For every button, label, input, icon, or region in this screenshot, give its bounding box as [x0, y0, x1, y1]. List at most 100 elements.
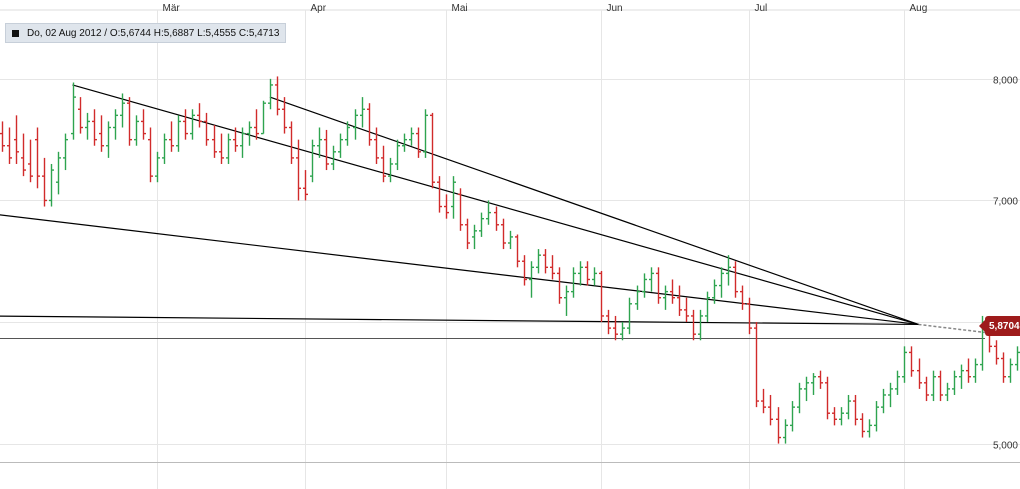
ohlc-bar — [275, 76, 280, 116]
ohlc-bar — [367, 103, 372, 146]
ohlc-bar — [7, 127, 12, 164]
ohlc-bar — [529, 261, 534, 298]
ohlc-bar — [85, 112, 90, 140]
ohlc-bar — [938, 370, 943, 402]
ohlc-bar — [719, 267, 724, 298]
ohlc-bar — [374, 127, 379, 164]
ohlc-bar — [536, 249, 541, 274]
ohlc-bar — [726, 255, 731, 286]
ohlc-bar — [909, 346, 914, 377]
trendline — [269, 96, 919, 326]
ohlc-bar — [345, 121, 350, 146]
ohlc-bar — [917, 358, 922, 389]
ohlc-bar — [430, 112, 435, 189]
ohlc-bar — [56, 151, 61, 195]
ohlc-bar — [754, 322, 759, 408]
ohlc-bar — [790, 401, 795, 432]
ohlc-bar — [317, 127, 322, 158]
ohlc-bar — [233, 127, 238, 152]
ohlc-bar — [888, 382, 893, 408]
ohlc-bar — [388, 157, 393, 183]
ohlc-bars — [0, 76, 1020, 444]
ohlc-bar — [148, 127, 153, 183]
ohlc-bar — [1008, 358, 1013, 383]
ohlc-bar — [902, 346, 907, 383]
ohlc-bar — [42, 157, 47, 207]
ohlc-bar — [684, 297, 689, 323]
ohlc-bar — [881, 388, 886, 414]
ohlc-bar — [860, 413, 865, 438]
legend-square-icon — [12, 29, 19, 37]
ohlc-bar — [360, 97, 365, 128]
trendline — [0, 214, 919, 326]
ohlc-bar — [303, 170, 308, 201]
ohlc-bar — [289, 121, 294, 164]
ohlc-bar — [141, 109, 146, 140]
ohlc-bar — [571, 267, 576, 298]
ohlc-bar — [268, 78, 273, 110]
ohlc-bar — [649, 267, 654, 292]
ohlc-bar — [895, 370, 900, 395]
ohlc-bar — [663, 285, 668, 310]
ohlc-bar — [797, 382, 802, 414]
ohlc-bar — [698, 309, 703, 341]
ohlc-bar — [99, 115, 104, 152]
ohlc-bar — [28, 139, 33, 183]
ohlc-bar — [768, 394, 773, 426]
ohlc-bar — [465, 218, 470, 250]
y-tick-label: 7,000 — [993, 197, 1018, 208]
ohlc-bar — [296, 139, 301, 201]
ohlc-bar — [219, 133, 224, 164]
ohlc-bar — [92, 109, 97, 146]
ohlc-bar — [310, 139, 315, 183]
ohlc-bar — [522, 255, 527, 286]
ohlc-bar — [613, 315, 618, 341]
ohlc-bar — [747, 297, 752, 335]
ohlc-bar — [959, 364, 964, 389]
ohlc-bar — [606, 309, 611, 335]
ohlc-bar — [578, 261, 583, 286]
ohlc-bar — [818, 370, 823, 389]
last-price-value: 5,8704 — [989, 320, 1020, 332]
ohlc-bar — [78, 97, 83, 134]
ohlc-bar — [120, 93, 125, 128]
trendline — [72, 84, 919, 326]
ohlc-bar — [0, 121, 5, 152]
ohlc-bar — [952, 370, 957, 395]
ohlc-bar — [261, 100, 266, 135]
month-label: Mai — [452, 3, 468, 14]
ohlc-bar — [423, 109, 428, 158]
month-label: Mär — [163, 3, 181, 14]
ohlc-bar — [839, 407, 844, 426]
ohlc-bar — [733, 261, 738, 298]
ohlc-bar — [71, 82, 76, 140]
ohlc-bar — [515, 234, 520, 268]
ohlc-bar — [479, 212, 484, 237]
ohlc-bar — [874, 401, 879, 432]
ohlc-bar — [395, 139, 400, 171]
trendline-extension — [918, 323, 986, 334]
ohlc-bar — [740, 285, 745, 310]
ohlc-bar — [183, 109, 188, 140]
ohlc-bar — [162, 133, 167, 164]
ohlc-bar — [63, 133, 68, 171]
ohlc-bar — [994, 340, 999, 365]
ohlc-bar — [127, 97, 132, 146]
ohlc-bar — [190, 109, 195, 140]
ohlc-bar — [338, 133, 343, 158]
ohlc-bar — [670, 279, 675, 304]
ohlc-bar — [240, 127, 245, 158]
ohlc-bar — [212, 125, 217, 158]
ohlc-bar — [247, 121, 252, 146]
ohlc-bar — [825, 376, 830, 420]
ohlc-bar — [494, 206, 499, 231]
trendlines — [0, 84, 986, 334]
ohlc-bar — [620, 322, 625, 341]
ohlc-bar — [444, 194, 449, 219]
ohlc-bar — [846, 394, 851, 420]
ohlc-bar — [924, 376, 929, 402]
ohlc-bar — [21, 133, 26, 177]
ohlc-bar — [832, 407, 837, 426]
ohlc-bar — [811, 373, 816, 395]
ohlc-bar — [931, 370, 936, 402]
